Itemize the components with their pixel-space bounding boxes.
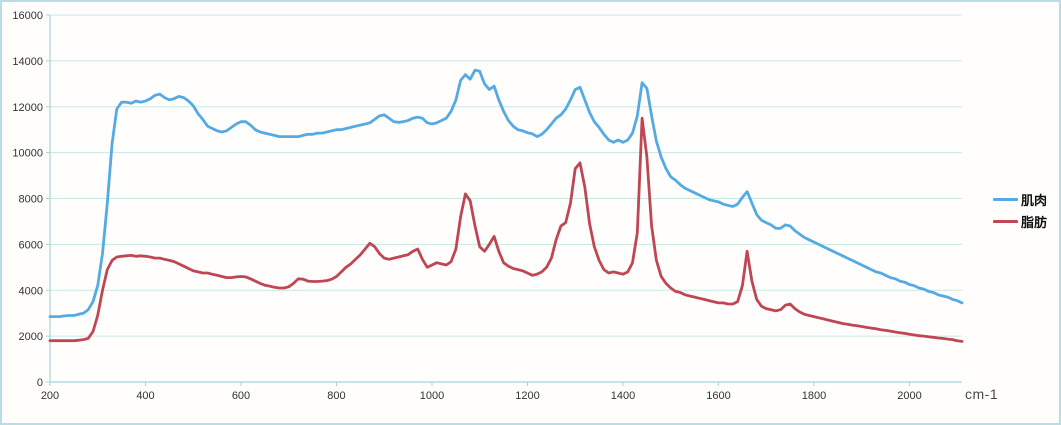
y-tick-label: 10000 xyxy=(12,148,43,160)
x-tick-label: 1400 xyxy=(611,390,635,402)
y-tick-label: 12000 xyxy=(12,102,43,114)
x-tick-label: 200 xyxy=(41,390,59,402)
fat-legend-label: 脂肪 xyxy=(1021,215,1048,230)
muscle-legend-label: 肌肉 xyxy=(1021,193,1048,208)
y-tick-label: 6000 xyxy=(19,239,43,251)
x-tick-label: 1800 xyxy=(802,390,826,402)
x-tick-label: 800 xyxy=(327,390,345,402)
muscle-legend-line-icon xyxy=(993,198,1018,201)
y-tick-label: 2000 xyxy=(19,331,43,343)
legend-item-fat[interactable]: 脂肪 xyxy=(993,214,1048,230)
x-tick-label: 400 xyxy=(136,390,154,402)
x-tick-label: 2000 xyxy=(897,390,921,402)
y-tick-label: 0 xyxy=(37,377,43,389)
fat-legend-line-icon xyxy=(993,220,1018,223)
x-tick-label: 600 xyxy=(232,390,250,402)
y-tick-label: 16000 xyxy=(12,10,43,22)
x-axis-unit-label: cm-1 xyxy=(965,386,999,402)
y-tick-label: 8000 xyxy=(19,194,43,206)
x-tick-label: 1600 xyxy=(706,390,730,402)
y-tick-label: 4000 xyxy=(19,285,43,297)
x-tick-label: 1000 xyxy=(420,390,444,402)
x-tick-label: 1200 xyxy=(515,390,539,402)
muscle-series-line xyxy=(48,68,964,319)
y-tick-label: 14000 xyxy=(12,56,43,68)
legend: 肌肉 脂肪 xyxy=(993,192,1048,230)
legend-item-muscle[interactable]: 肌肉 xyxy=(993,192,1048,208)
fat-series-line xyxy=(48,116,964,343)
